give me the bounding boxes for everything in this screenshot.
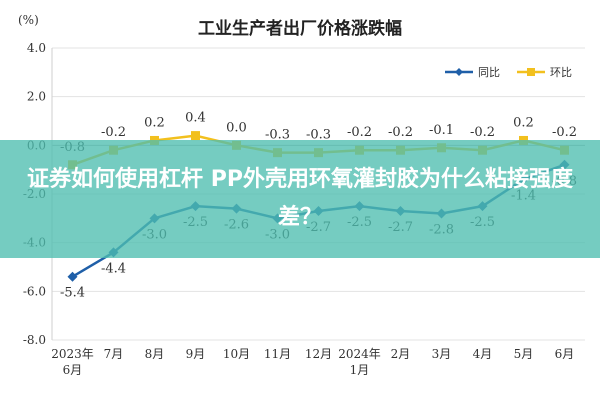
data-label: 0.4 [185,111,206,126]
y-axis-unit: (%) [18,13,39,27]
data-label: 0.2 [144,115,165,130]
x-tick-label: 8月 [145,347,165,361]
x-tick-label: 4月 [473,347,493,361]
data-label: -0.3 [306,128,331,143]
overlay-banner[interactable]: 证券如何使用杠杆 PP外壳用环氧灌封胶为什么粘接强度差？ [0,140,600,258]
x-tick-label: 5月 [514,347,534,361]
x-tick-label: 3月 [432,347,452,361]
data-point [191,131,200,141]
data-label: -0.3 [265,128,290,143]
data-label: -0.2 [388,125,413,140]
data-label: -0.2 [347,125,372,140]
y-tick-label: -8.0 [23,333,46,347]
x-tick-label: 12月 [305,347,332,361]
legend-label: 环比 [550,66,572,79]
x-tick-labels: 2023年 6月 7月 8月 9月 10月 11月 12月 2024年 1月 2月 3月 4月 5月 6月 [51,347,574,377]
x-tick-label: 6月 [555,347,575,361]
legend-swatch-marker [527,68,535,76]
data-label: -4.4 [101,261,126,276]
y-tick-label: 2.0 [27,90,46,104]
y-tick-label: 4.0 [27,41,46,55]
x-tick-label: 2023年 6月 [51,347,94,377]
x-tick-label: 11月 [264,347,291,361]
x-tick-label: 10月 [223,347,250,361]
data-label: -0.1 [429,123,454,138]
data-point [67,271,78,282]
legend-label: 同比 [478,66,500,79]
data-label: 0.2 [513,115,534,130]
data-label: -5.4 [60,286,85,301]
x-tick-label: 2024年 1月 [338,347,381,377]
y-tick-label: -6.0 [23,284,46,298]
legend: 同比 环比 [445,66,572,79]
data-label: -0.2 [101,125,126,140]
x-tick-label: 7月 [104,347,124,361]
x-tick-label: 2月 [391,347,411,361]
legend-swatch-marker [455,68,463,76]
overlay-headline[interactable]: 证券如何使用杠杆 PP外壳用环氧灌封胶为什么粘接强度差？ [27,167,573,230]
data-label: -0.2 [470,125,495,140]
x-tick-label: 9月 [186,347,206,361]
chart-title: 工业生产者出厂价格涨跌幅 [198,18,402,39]
data-label: 0.0 [226,120,247,135]
data-label: -0.2 [552,125,577,140]
